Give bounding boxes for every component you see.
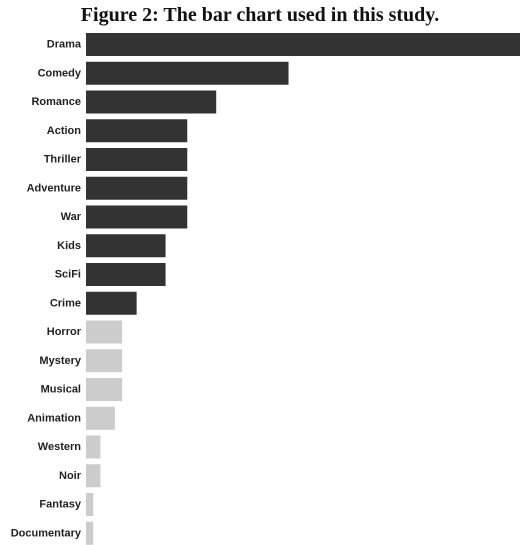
tick-label-horror: Horror xyxy=(47,326,82,338)
tick-label-crime: Crime xyxy=(50,297,81,309)
tick-label-scifi: SciFi xyxy=(55,269,81,281)
tick-label-comedy: Comedy xyxy=(38,67,82,79)
tick-label-action: Action xyxy=(47,125,82,137)
tick-label-documentary: Documentary xyxy=(11,527,82,539)
tick-label-drama: Drama xyxy=(47,39,82,51)
bar-action xyxy=(86,119,187,142)
bar-drama xyxy=(86,33,520,56)
category-axis-labels: Drama Comedy Romance Action Thriller Adventur… xyxy=(11,39,82,540)
tick-label-kids: Kids xyxy=(57,240,81,252)
bar-crime xyxy=(86,292,137,315)
bars-group xyxy=(86,33,520,545)
bar-thriller xyxy=(86,148,187,171)
bar-romance xyxy=(86,91,216,114)
bar-war xyxy=(86,206,187,229)
tick-label-thriller: Thriller xyxy=(44,154,82,166)
bar-kids xyxy=(86,234,166,257)
tick-label-western: Western xyxy=(38,441,81,453)
tick-label-musical: Musical xyxy=(41,384,81,396)
tick-label-fantasy: Fantasy xyxy=(39,499,81,511)
bar-musical xyxy=(86,378,122,401)
tick-label-adventure: Adventure xyxy=(27,182,81,194)
bar-mystery xyxy=(86,349,122,372)
tick-label-romance: Romance xyxy=(31,96,81,108)
figure-caption: Figure 2: The bar chart used in this stu… xyxy=(0,0,520,30)
tick-label-animation: Animation xyxy=(27,412,81,424)
tick-label-noir: Noir xyxy=(59,470,82,482)
bar-comedy xyxy=(86,62,289,85)
bar-horror xyxy=(86,321,122,344)
bar-scifi xyxy=(86,263,166,286)
tick-label-war: War xyxy=(61,211,82,223)
bar-animation xyxy=(86,407,115,430)
bar-noir xyxy=(86,464,100,487)
bar-documentary xyxy=(86,522,93,545)
bar-fantasy xyxy=(86,493,93,516)
bar-adventure xyxy=(86,177,187,200)
bar-chart: Drama Comedy Romance Action Thriller Adventur… xyxy=(0,30,520,545)
tick-label-mystery: Mystery xyxy=(39,355,81,367)
bar-western xyxy=(86,436,100,459)
